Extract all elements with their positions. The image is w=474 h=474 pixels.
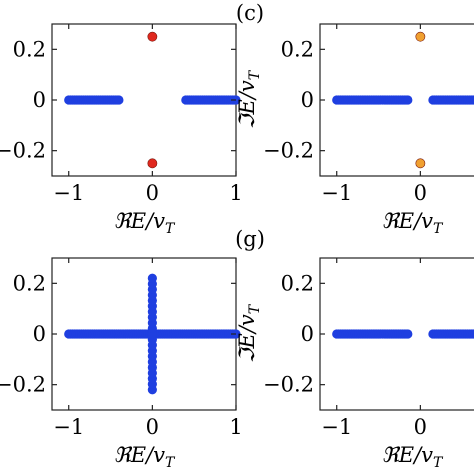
y-tick-label: −0.2: [263, 139, 314, 163]
data-point: [147, 31, 158, 42]
y-tick-label: 0.2: [281, 271, 314, 295]
x-tick-label: −1: [321, 415, 352, 439]
data-point: [415, 31, 426, 42]
y-tick-label: 0: [33, 322, 46, 346]
x-axis-label: ℜE/vT: [382, 209, 444, 237]
y-tick-label: 0.2: [13, 37, 46, 61]
data-point: [147, 158, 158, 169]
y-axis-label: ℑE/vT: [235, 69, 263, 129]
data-point: [415, 158, 426, 169]
panel-label: (c): [236, 1, 264, 25]
panel-label: (g): [235, 227, 265, 251]
panel-2: −1 0 0.2 0 −0.2 ℜE/vT ℑE/vT: [235, 23, 474, 237]
panel-1: −1 0 1 0.2 0 −0.2 ℜE/vT (c): [0, 1, 264, 237]
data-point: [403, 329, 413, 339]
data-point: [403, 95, 413, 105]
y-tick-label: 0.2: [281, 37, 314, 61]
y-tick-label: 0.2: [13, 271, 46, 295]
x-tick-label: −1: [53, 415, 84, 439]
x-axis-label: ℜE/vT: [114, 209, 176, 237]
y-tick-label: 0: [301, 322, 314, 346]
y-tick-label: 0: [301, 88, 314, 112]
y-tick-label: −0.2: [0, 139, 46, 163]
x-axis-label: ℜE/vT: [382, 443, 444, 471]
y-tick-label: 0: [33, 88, 46, 112]
panel-4: −1 0 0.2 0 −0.2 ℜE/vT ℑE/vT: [235, 257, 474, 471]
x-tick-label: 1: [229, 181, 242, 205]
x-tick-label: −1: [53, 181, 84, 205]
y-tick-label: −0.2: [0, 373, 46, 397]
x-tick-label: 0: [146, 415, 159, 439]
panel-3: −1 0 1 0.2 0 −0.2 ℜE/vT (g): [0, 227, 265, 471]
data-point: [147, 273, 157, 283]
x-tick-label: 1: [229, 415, 242, 439]
x-tick-label: 0: [146, 181, 159, 205]
x-tick-label: 0: [414, 181, 427, 205]
x-tick-label: 0: [414, 415, 427, 439]
y-tick-label: −0.2: [263, 373, 314, 397]
x-tick-label: −1: [321, 181, 352, 205]
y-axis-label: ℑE/vT: [235, 303, 263, 363]
data-point: [114, 95, 124, 105]
x-axis-label: ℜE/vT: [114, 443, 176, 471]
